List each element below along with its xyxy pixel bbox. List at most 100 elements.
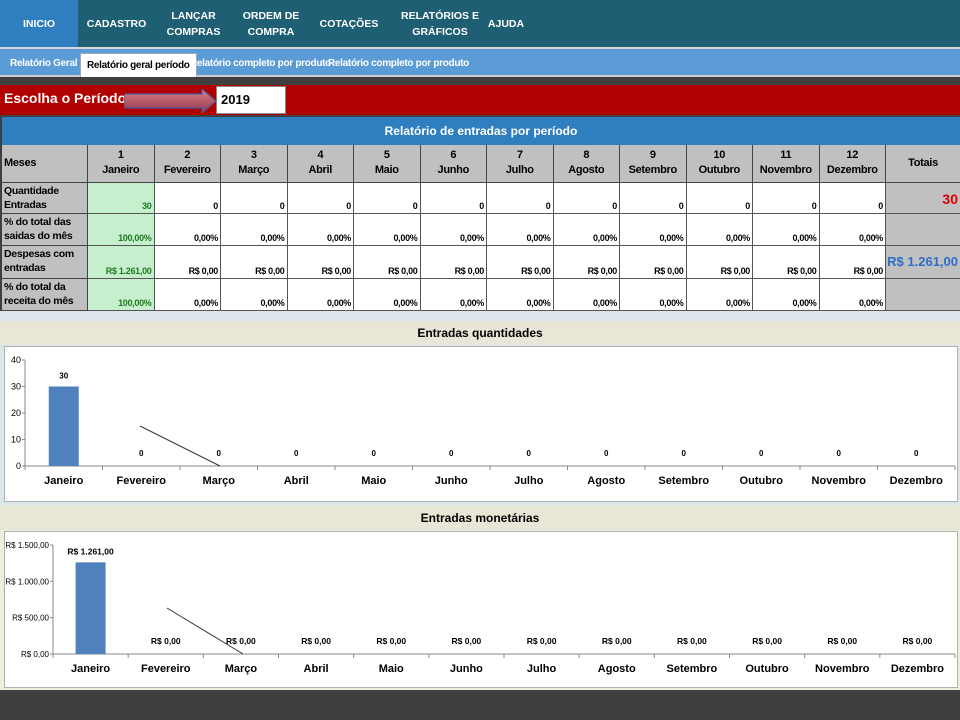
bar [75, 562, 106, 654]
total-cell [886, 279, 960, 311]
data-label: R$ 1.261,00 [67, 546, 114, 556]
table-cell[interactable]: 0,00% [753, 214, 820, 246]
period-year-input[interactable]: 2019 [216, 86, 286, 114]
table-cell[interactable]: 0 [553, 183, 620, 214]
table-cell[interactable]: R$ 0,00 [487, 246, 554, 279]
table-cell[interactable]: R$ 0,00 [620, 246, 687, 279]
month-number: 5 [383, 149, 390, 161]
table-cell[interactable]: 100,00% [88, 214, 155, 246]
table-cell[interactable]: 0,00% [620, 214, 687, 246]
table-cell[interactable]: 0,00% [221, 279, 288, 311]
tab-relatorio-completo-produto-2[interactable]: Relatório completo por produto [328, 58, 469, 69]
data-label: R$ 0,00 [903, 636, 933, 646]
month-number: 1 [117, 149, 124, 161]
table-cell[interactable]: 0,00% [686, 214, 753, 246]
data-label: 0 [372, 449, 377, 458]
month-header: 12 Dezembro [819, 145, 886, 183]
table-cell[interactable]: 30 [88, 183, 155, 214]
table-cell[interactable]: 0,00% [753, 279, 820, 311]
table-cell[interactable]: 0,00% [354, 214, 421, 246]
data-label: 0 [139, 449, 144, 458]
table-cell[interactable]: 0,00% [221, 214, 288, 246]
table-cell[interactable]: 0,00% [287, 214, 354, 246]
month-number: 7 [516, 149, 523, 161]
total-cell: R$ 1.261,00 [886, 246, 960, 279]
y-tick-label: R$ 0,00 [21, 650, 50, 659]
table-cell[interactable]: 0 [487, 183, 554, 214]
month-number: 10 [713, 149, 726, 161]
nav-relatorios-e-graficos[interactable]: RELATÓRIOS E GRÁFICOS [401, 9, 479, 38]
table-cell[interactable]: 0 [287, 183, 354, 214]
table-cell[interactable]: 0 [420, 183, 487, 214]
table-cell[interactable]: R$ 0,00 [686, 246, 753, 279]
table-cell[interactable]: 0,00% [287, 279, 354, 311]
y-tick-label: R$ 500,00 [12, 614, 49, 623]
report-table: Meses 1 Janeiro 2 Fevereiro 3 Março 4 Abril 5 Maio… [2, 145, 960, 311]
y-tick-label: 10 [11, 435, 21, 445]
table-cell[interactable]: 0,00% [487, 214, 554, 246]
table-cell[interactable]: 0,00% [819, 279, 886, 311]
nav-ordem-de-compra[interactable]: ORDEM DE COMPRA [242, 9, 300, 38]
table-cell[interactable]: 0 [620, 183, 687, 214]
table-cell[interactable]: 0,00% [553, 279, 620, 311]
month-name: Outubro [698, 164, 741, 176]
table-cell[interactable]: 0,00% [620, 279, 687, 311]
table-cell[interactable]: 0 [154, 183, 221, 214]
month-name: Dezembro [826, 164, 878, 176]
table-cell[interactable]: R$ 0,00 [819, 246, 886, 279]
data-label: R$ 0,00 [452, 636, 482, 646]
category-label: Outubro [745, 663, 789, 675]
data-label: 0 [527, 449, 532, 458]
table-cell[interactable]: 0,00% [553, 214, 620, 246]
table-cell[interactable]: 0,00% [154, 279, 221, 311]
chart-money-svg: R$ 0,00 R$ 500,00 R$ 1.000,00 R$ 1.500,00 R$… [5, 541, 956, 675]
table-cell[interactable]: 0 [819, 183, 886, 214]
table-cell[interactable]: R$ 1.261,00 [88, 246, 155, 279]
tab-relatorio-completo-produto[interactable]: Relatório completo por produto [190, 58, 331, 69]
data-label: 0 [294, 449, 299, 458]
table-cell[interactable]: R$ 0,00 [354, 246, 421, 279]
tab-relatorio-geral[interactable]: Relatório Geral [10, 58, 78, 69]
table-cell[interactable]: R$ 0,00 [753, 246, 820, 279]
table-cell[interactable]: R$ 0,00 [420, 246, 487, 279]
month-number: 4 [317, 149, 324, 161]
table-cell[interactable]: R$ 0,00 [221, 246, 288, 279]
table-cell[interactable]: 0 [221, 183, 288, 214]
nav-cadastro[interactable]: CADASTRO [86, 17, 147, 30]
table-cell[interactable]: R$ 0,00 [154, 246, 221, 279]
chart-quantity-svg: 0 10 20 30 40 30 Janeiro 0 Fevereiro 0 Março 0 Abril… [11, 355, 956, 487]
y-tick-label: R$ 1.500,00 [5, 541, 49, 550]
nav-lancar-compras[interactable]: LANÇAR COMPRAS [166, 9, 221, 38]
table-cell[interactable]: 0,00% [154, 214, 221, 246]
nav-inicio[interactable]: INICIO [0, 0, 78, 47]
category-label: Agosto [598, 663, 636, 675]
category-label: Julho [527, 663, 557, 675]
table-cell[interactable]: 0,00% [354, 279, 421, 311]
table-cell[interactable]: 0 [354, 183, 421, 214]
nav-cotacoes[interactable]: COTAÇÕES [319, 17, 379, 30]
chart-quantity-title: Entradas quantidades [0, 321, 960, 345]
table-cell[interactable]: 0,00% [420, 279, 487, 311]
month-number: 2 [184, 149, 191, 161]
table-cell[interactable]: 100,00% [88, 279, 155, 311]
month-header: 7 Julho [487, 145, 554, 183]
tab-relatorio-geral-periodo[interactable]: Relatório geral período [80, 53, 197, 77]
month-name: Setembro [628, 164, 678, 176]
category-label: Agosto [587, 475, 625, 487]
table-cell[interactable]: R$ 0,00 [287, 246, 354, 279]
sub-nav: Relatório Geral Relatório geral período Re… [0, 49, 960, 77]
y-tick-label: 20 [11, 408, 21, 418]
total-cell [886, 214, 960, 246]
table-cell[interactable]: 0,00% [819, 214, 886, 246]
table-cell[interactable]: 0,00% [487, 279, 554, 311]
leader-line [139, 425, 221, 467]
month-name: Abril [308, 164, 333, 176]
table-cell[interactable]: 0,00% [686, 279, 753, 311]
data-label: 0 [837, 449, 842, 458]
table-cell[interactable]: R$ 0,00 [553, 246, 620, 279]
table-cell[interactable]: 0 [753, 183, 820, 214]
table-cell[interactable]: 0 [686, 183, 753, 214]
data-label: R$ 0,00 [376, 636, 406, 646]
table-cell[interactable]: 0,00% [420, 214, 487, 246]
nav-ajuda[interactable]: AJUDA [487, 17, 525, 30]
